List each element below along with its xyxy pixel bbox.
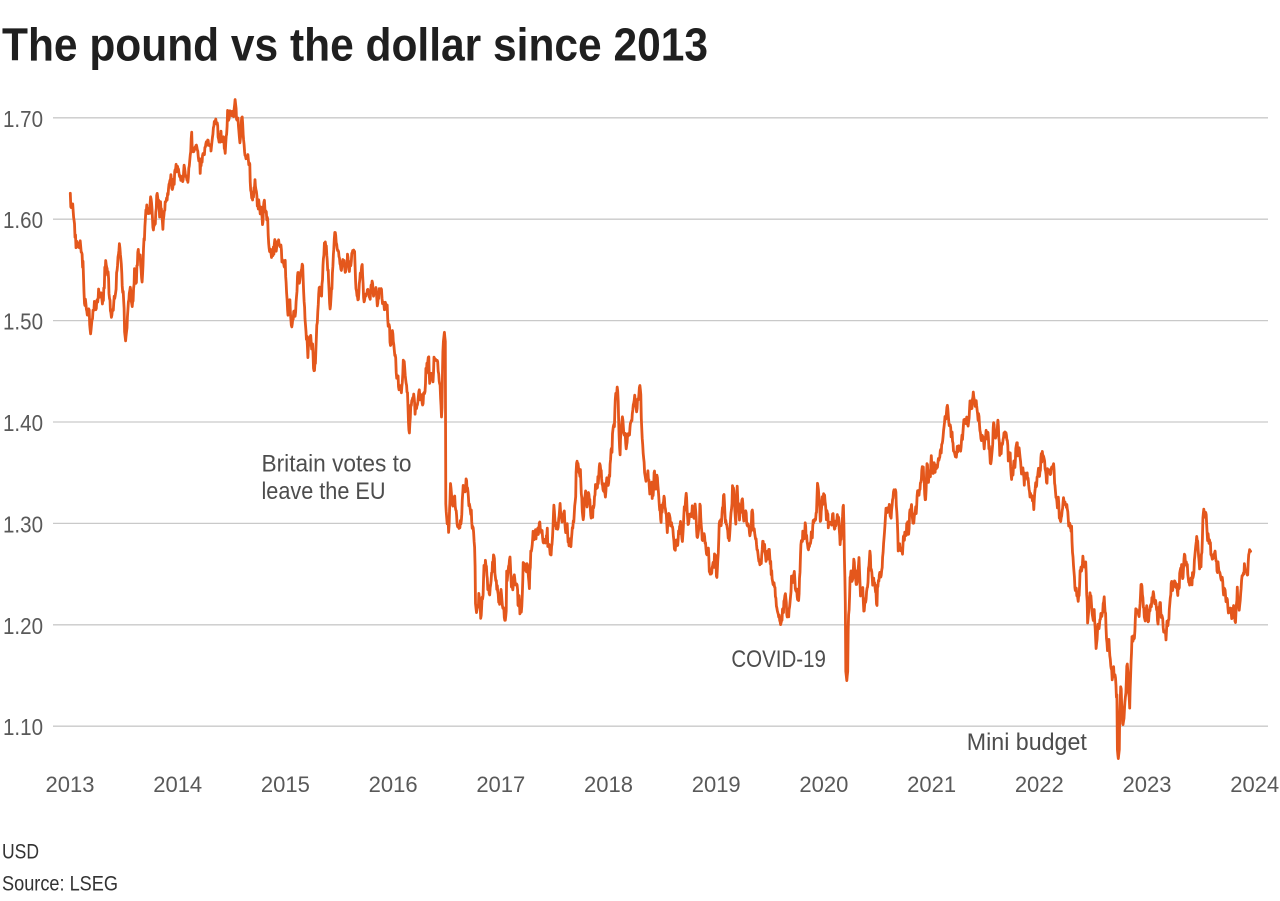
- svg-text:2013: 2013: [46, 772, 95, 797]
- svg-text:1.30: 1.30: [3, 511, 43, 537]
- svg-text:2019: 2019: [692, 772, 741, 797]
- svg-text:1.10: 1.10: [3, 714, 43, 740]
- svg-text:USD: USD: [2, 840, 39, 863]
- svg-text:2024: 2024: [1230, 772, 1279, 797]
- svg-text:1.50: 1.50: [3, 309, 43, 335]
- svg-text:2020: 2020: [799, 772, 848, 797]
- svg-text:2021: 2021: [907, 772, 956, 797]
- svg-text:2018: 2018: [584, 772, 633, 797]
- svg-text:2016: 2016: [369, 772, 418, 797]
- svg-text:2022: 2022: [1015, 772, 1064, 797]
- svg-text:leave the EU: leave the EU: [262, 478, 386, 505]
- svg-text:2015: 2015: [261, 772, 310, 797]
- svg-text:1.40: 1.40: [3, 410, 43, 436]
- svg-text:1.70: 1.70: [3, 106, 43, 132]
- svg-text:2023: 2023: [1123, 772, 1172, 797]
- svg-text:1.20: 1.20: [3, 613, 43, 639]
- svg-text:2014: 2014: [153, 772, 202, 797]
- svg-text:COVID-19: COVID-19: [731, 646, 826, 673]
- svg-text:1.60: 1.60: [3, 207, 43, 233]
- svg-text:2017: 2017: [476, 772, 525, 797]
- svg-text:Britain votes to: Britain votes to: [262, 451, 412, 478]
- svg-text:Mini budget: Mini budget: [967, 729, 1087, 756]
- svg-text:Source: LSEG: Source: LSEG: [2, 873, 118, 896]
- svg-text:The pound vs the dollar since: The pound vs the dollar since 2013: [2, 18, 708, 70]
